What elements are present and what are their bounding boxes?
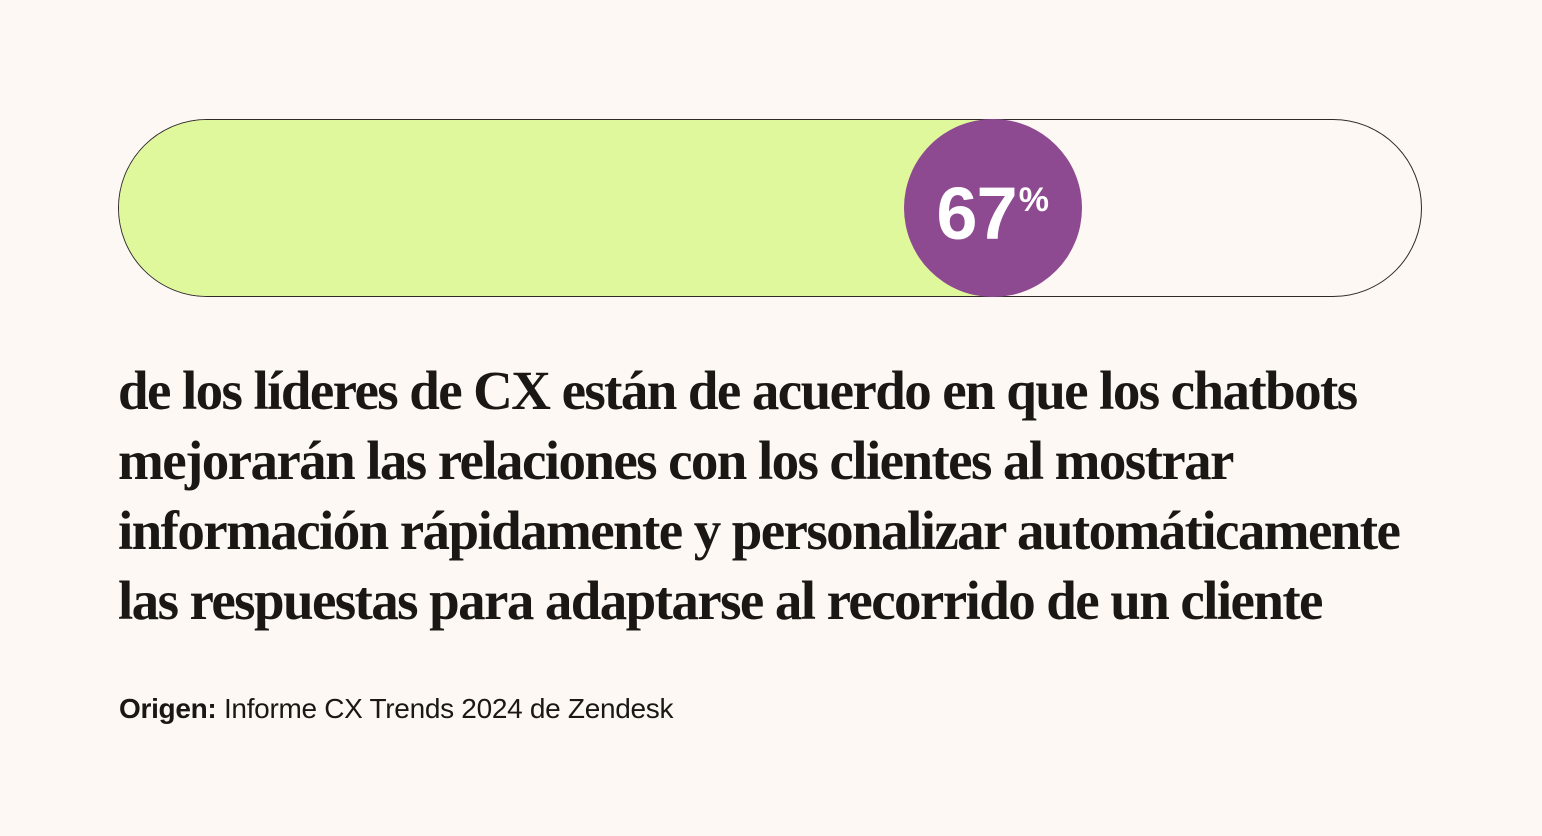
source-text: Informe CX Trends 2024 de Zendesk bbox=[216, 693, 674, 724]
source-citation: Origen: Informe CX Trends 2024 de Zendes… bbox=[119, 692, 674, 726]
progress-bar-track bbox=[118, 119, 1422, 297]
stat-description-line: de los líderes de CX están de acuerdo en… bbox=[118, 360, 1358, 421]
percentage-value: 67 bbox=[936, 172, 1017, 255]
percentage-unit: % bbox=[1018, 181, 1049, 219]
stat-description-line: mejorarán las relaciones con los cliente… bbox=[118, 430, 1234, 491]
stat-description-line: información rápidamente y personalizar a… bbox=[118, 500, 1401, 561]
source-label: Origen: bbox=[119, 693, 217, 724]
percentage-badge: 67 % bbox=[903, 119, 1082, 297]
progress-bar-fill bbox=[119, 120, 994, 296]
stat-description: de los líderes de CX están de acuerdo en… bbox=[118, 356, 1518, 636]
stat-description-line: las respuestas para adaptarse al recorri… bbox=[118, 570, 1323, 631]
